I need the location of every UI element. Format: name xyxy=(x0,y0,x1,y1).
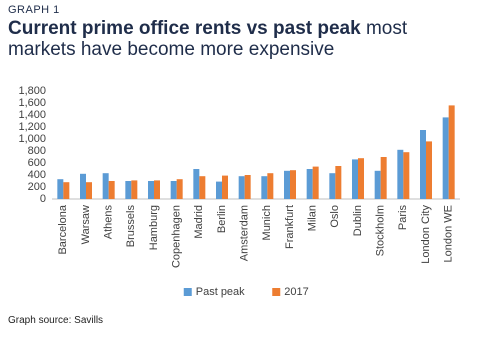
x-tick-label: Paris xyxy=(397,205,409,231)
graph-label: GRAPH 1 xyxy=(8,4,60,16)
x-tick-label: Berlin xyxy=(216,205,228,233)
bar xyxy=(442,117,449,199)
x-tick-label: Hamburg xyxy=(148,205,160,250)
x-tick-label: Milan xyxy=(307,205,319,231)
chart-title: Current prime office rents vs past peak xyxy=(8,18,361,39)
bar xyxy=(267,173,274,199)
bar xyxy=(57,179,64,199)
bar xyxy=(284,170,290,199)
bar xyxy=(290,170,296,199)
title-block: Current prime office rents vs past peak … xyxy=(8,18,473,60)
bar xyxy=(238,176,245,199)
chart-subtitle: most markets have become more expensive xyxy=(8,18,408,60)
x-tick-label: London City xyxy=(420,205,432,264)
bar xyxy=(154,180,160,199)
y-tick-label: 1,400 xyxy=(18,109,46,121)
bar xyxy=(170,181,177,199)
legend-label: Past peak xyxy=(196,286,245,298)
legend-swatch xyxy=(183,288,192,296)
y-tick-label: 600 xyxy=(28,157,46,169)
bar xyxy=(312,166,319,199)
bar xyxy=(374,170,381,199)
bar xyxy=(131,180,138,199)
x-tick-label: Warsaw xyxy=(80,205,92,244)
bar xyxy=(306,169,313,199)
x-tick-label: Dublin xyxy=(352,205,364,236)
x-tick-label: Oslo xyxy=(329,205,341,228)
bar xyxy=(244,175,251,199)
bar xyxy=(125,181,132,199)
bar xyxy=(102,173,109,199)
x-tick-label: Brussels xyxy=(125,205,137,248)
y-tick-label: 1,200 xyxy=(18,121,46,133)
bar xyxy=(199,176,206,199)
bar xyxy=(261,176,268,199)
bar xyxy=(420,130,426,199)
legend-swatch xyxy=(272,288,281,296)
bar xyxy=(403,152,410,199)
x-tick-label: Munich xyxy=(261,205,273,240)
bar xyxy=(148,181,154,199)
bar xyxy=(63,182,70,199)
header: GRAPH 1 Current prime office rents vs pa… xyxy=(8,4,473,60)
bar xyxy=(80,173,86,199)
x-tick-label: Madrid xyxy=(193,205,205,239)
x-tick-label: Frankfurt xyxy=(284,205,296,249)
bar xyxy=(222,175,228,199)
bar xyxy=(86,182,92,199)
x-tick-label: Barcelona xyxy=(57,204,69,254)
x-tick-label: London WE xyxy=(443,205,455,262)
y-tick-label: 1,800 xyxy=(18,85,46,97)
y-tick-label: 1,000 xyxy=(18,133,46,145)
source: Graph source: Savills xyxy=(8,315,104,326)
x-tick-label: Stockholm xyxy=(375,205,387,256)
bar xyxy=(176,179,183,199)
y-tick-label: 400 xyxy=(28,169,46,181)
bar xyxy=(397,149,404,199)
bar xyxy=(358,158,364,199)
y-tick-label: 0 xyxy=(40,193,46,205)
bar xyxy=(335,166,342,199)
bar xyxy=(193,169,200,199)
bar xyxy=(448,105,455,199)
x-tick-label: Amsterdam xyxy=(239,205,251,261)
bar xyxy=(380,157,387,199)
bar xyxy=(426,141,432,199)
y-tick-label: 1,600 xyxy=(18,97,46,109)
bar xyxy=(352,159,358,199)
bar xyxy=(108,181,115,199)
bar xyxy=(329,173,336,199)
y-tick-label: 800 xyxy=(28,145,46,157)
x-tick-label: Copenhagen xyxy=(171,205,183,268)
x-tick-label: Athens xyxy=(103,205,115,240)
bar xyxy=(216,181,222,199)
y-tick-label: 200 xyxy=(28,181,46,193)
legend-label: 2017 xyxy=(284,286,308,298)
